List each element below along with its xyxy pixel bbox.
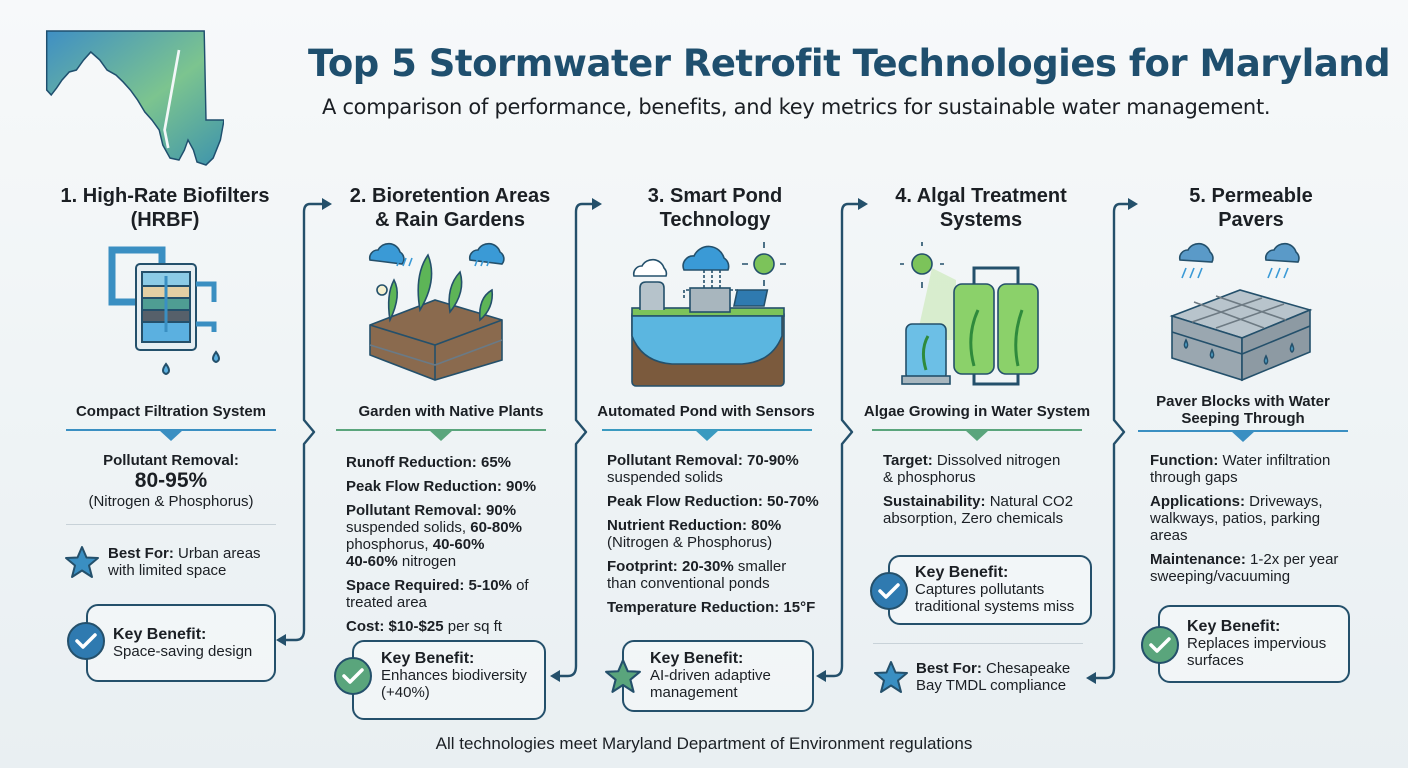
metric-value: 80-95%: [134, 469, 208, 492]
section-divider: [66, 429, 276, 441]
tech-title-line2: Systems: [939, 209, 1023, 231]
benefit-value-2: (+40%): [381, 684, 430, 701]
checkmark-icon: [870, 572, 908, 610]
best-for-value: Urban areas: [173, 545, 261, 562]
metric-applications: Applications: Driveways, walkways, patios…: [1150, 493, 1323, 544]
metric-note: (Nitrogen & Phosphorus): [88, 493, 254, 510]
benefit-value: Enhances biodiversity: [381, 667, 527, 684]
benefit-value: AI-driven adaptive: [650, 667, 771, 684]
tech-title: 3. Smart Pond Technology: [590, 184, 840, 232]
best-for-label: Best For:: [108, 545, 174, 562]
divider-line: [66, 524, 276, 525]
benefit-label: Key Benefit:: [113, 626, 207, 643]
metric-footprint: Footprint: 20-30% smaller than convention…: [607, 558, 787, 592]
benefit-value: Space-saving design: [113, 643, 253, 660]
benefit-label: Key Benefit:: [1187, 618, 1281, 635]
metric-space: Space Required: 5-10% of treated area: [346, 577, 529, 611]
benefit-value-2: traditional systems miss: [915, 598, 1075, 615]
tech-title-line1: 4. Algal Treatment: [895, 185, 1067, 207]
key-benefit-text: Key Benefit: AI-driven adaptive manageme…: [650, 650, 771, 701]
permeable-pavers-icon: [1169, 242, 1313, 382]
metric-sustainability: Sustainability: Natural CO2 absorption, Z…: [883, 493, 1074, 527]
checkmark-icon: [67, 622, 105, 660]
tech-title-line1: 2. Bioretention Areas: [349, 185, 551, 207]
metric-label: Pollutant Removal:: [103, 452, 239, 469]
metric-pollutant: Pollutant Removal: 70-90% suspended solid…: [607, 452, 799, 486]
tech-title-line2: & Rain Gardens: [374, 209, 526, 231]
pollutant-metric: Pollutant Removal: 80-95% (Nitrogen & Ph…: [40, 452, 302, 510]
star-icon: [874, 661, 908, 693]
tech-caption: Garden with Native Plants: [358, 403, 544, 420]
metric-target: Target: Dissolved nitrogen & phosphorus: [883, 452, 1061, 486]
tech-title-line2: Pavers: [1218, 209, 1284, 231]
best-for-text: Best For: Urban areas with limited space: [108, 545, 261, 579]
best-for-value: Chesapeake: [981, 660, 1071, 677]
benefit-value-2: surfaces: [1187, 652, 1244, 669]
biofilter-tank-icon: [108, 246, 220, 376]
best-for-text: Best For: Chesapeake Bay TMDL compliance: [916, 660, 1070, 694]
tech-title-line1: 5. Permeable: [1189, 185, 1313, 207]
key-benefit-text: Key Benefit: Captures pollutants traditi…: [915, 564, 1074, 615]
tech-title-line1: 3. Smart Pond: [647, 185, 783, 207]
tech-title: 1. High-Rate Biofilters (HRBF): [40, 184, 290, 232]
section-divider: [602, 429, 812, 441]
benefit-label: Key Benefit:: [650, 650, 744, 667]
metric-peak-flow: Peak Flow Reduction: 90%: [346, 478, 537, 495]
tech-caption: Automated Pond with Sensors: [597, 403, 815, 420]
caption-line2: Seeping Through: [1181, 410, 1305, 427]
key-benefit-box: [1158, 605, 1350, 683]
tech-caption: Algae Growing in Water System: [863, 403, 1091, 420]
tech-title: 2. Bioretention Areas & Rain Gardens: [320, 184, 580, 232]
best-for-value-2: Bay TMDL compliance: [916, 677, 1067, 694]
tech-caption: Paver Blocks with Water Seeping Through: [1128, 393, 1358, 427]
benefit-value: Captures pollutants: [915, 581, 1045, 598]
metrics-list: Target: Dissolved nitrogen & phosphorus S…: [883, 452, 1103, 534]
rain-garden-icon: [368, 242, 505, 381]
metric-pollutant: Pollutant Removal: 90% suspended solids,…: [346, 502, 522, 570]
metrics-list: Runoff Reduction: 65% Peak Flow Reductio…: [346, 454, 566, 642]
metric-function: Function: Water infiltration through gaps: [1150, 452, 1331, 486]
checkmark-icon: [334, 657, 372, 695]
benefit-label: Key Benefit:: [915, 564, 1009, 581]
key-benefit-box: [622, 640, 814, 712]
metric-temperature: Temperature Reduction: 15°F: [607, 599, 816, 616]
best-for-label: Best For:: [916, 660, 982, 677]
benefit-value: Replaces impervious: [1187, 635, 1327, 652]
metric-runoff: Runoff Reduction: 65%: [346, 454, 511, 471]
tech-caption: Compact Filtration System: [75, 403, 267, 420]
tech-title-line2: Technology: [659, 209, 771, 231]
page-title: Top 5 Stormwater Retrofit Technologies f…: [308, 42, 1391, 85]
metric-maintenance: Maintenance: 1-2x per year sweeping/vacuu…: [1150, 551, 1339, 585]
section-divider: [336, 429, 546, 441]
key-benefit-box: [86, 604, 276, 682]
tech-title: 5. Permeable Pavers: [1126, 184, 1376, 232]
metrics-list: Pollutant Removal: 70-90% suspended solid…: [607, 452, 837, 623]
algae-reactor-icon: [900, 242, 1039, 386]
key-benefit-text: Key Benefit: Space-saving design: [113, 626, 252, 660]
footer-note: All technologies meet Maryland Departmen…: [435, 734, 973, 753]
caption-line1: Paver Blocks with Water: [1156, 393, 1330, 410]
checkmark-icon: [1141, 626, 1179, 664]
star-icon: [65, 546, 99, 578]
divider-line: [873, 643, 1083, 644]
tech-title: 4. Algal Treatment Systems: [856, 184, 1106, 232]
metrics-list: Function: Water infiltration through gaps…: [1150, 452, 1370, 592]
key-benefit-text: Key Benefit: Replaces impervious surface…: [1187, 618, 1326, 669]
metric-cost: Cost: $10-$25 per sq ft: [346, 618, 502, 635]
page-subtitle: A comparison of performance, benefits, a…: [322, 95, 1271, 119]
benefit-value-2: management: [650, 684, 738, 701]
smart-pond-icon: [631, 242, 786, 387]
section-divider: [1138, 430, 1348, 442]
key-benefit-box: [352, 640, 546, 720]
maryland-map-icon: [45, 30, 224, 166]
benefit-label: Key Benefit:: [381, 650, 475, 667]
star-icon: [605, 659, 641, 693]
section-divider: [872, 429, 1082, 441]
tech-title-line1: 1. High-Rate Biofilters: [60, 185, 270, 207]
key-benefit-text: Key Benefit: Enhances biodiversity (+40%…: [381, 650, 527, 701]
metric-peak-flow: Peak Flow Reduction: 50-70%: [607, 493, 819, 510]
tech-title-line2: (HRBF): [130, 209, 200, 231]
best-for-value-2: with limited space: [108, 562, 227, 579]
metric-nutrient: Nutrient Reduction: 80% (Nitrogen & Phosp…: [607, 517, 782, 551]
